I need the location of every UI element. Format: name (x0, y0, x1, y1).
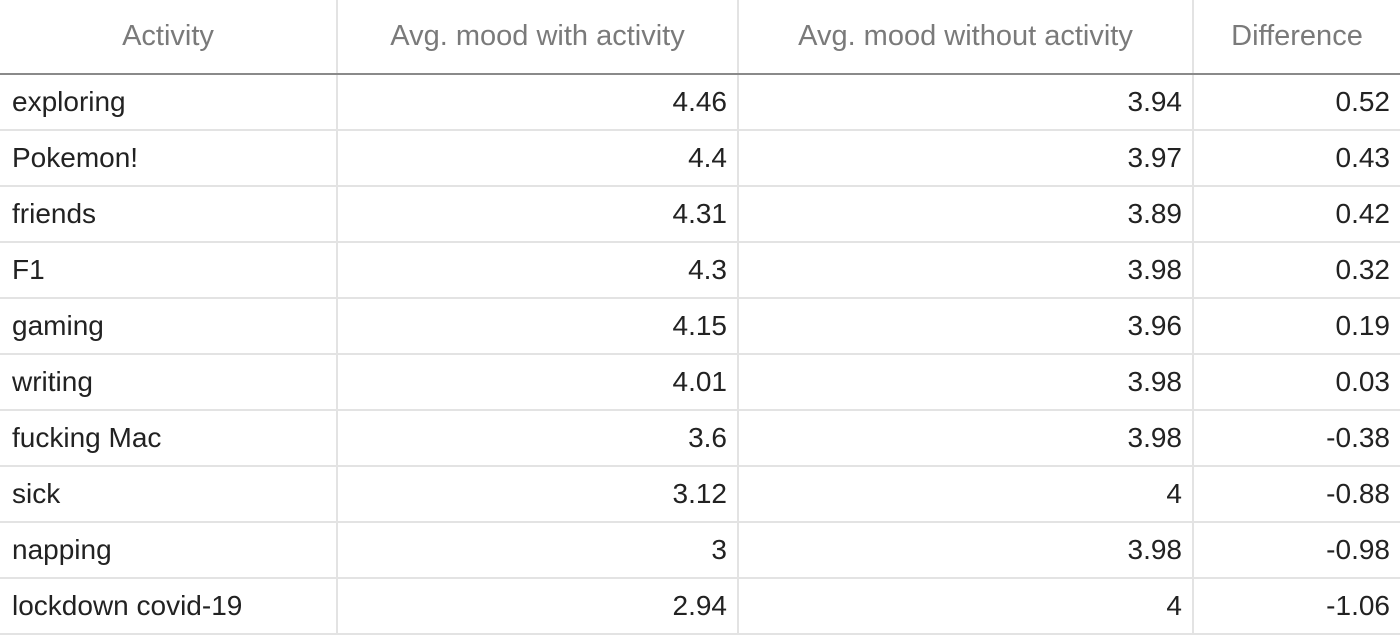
cell-mood-without: 3.98 (738, 410, 1194, 467)
table-row: exploring 4.46 3.94 0.52 (0, 74, 1400, 131)
table-row: Pokemon! 4.4 3.97 0.43 (0, 130, 1400, 187)
table-body: exploring 4.46 3.94 0.52 Pokemon! 4.4 3.… (0, 74, 1400, 635)
column-header-mood-without: Avg. mood without activity (738, 0, 1194, 75)
cell-difference: -1.06 (1193, 578, 1400, 635)
cell-difference: 0.03 (1193, 354, 1400, 411)
header-row: Activity Avg. mood with activity Avg. mo… (0, 0, 1400, 75)
cell-activity: exploring (0, 74, 338, 131)
column-header-mood-with: Avg. mood with activity (337, 0, 739, 75)
cell-mood-with: 4.31 (337, 186, 739, 243)
cell-mood-with: 3.12 (337, 466, 739, 523)
cell-activity: friends (0, 186, 338, 243)
cell-difference: 0.52 (1193, 74, 1400, 131)
cell-mood-with: 4.01 (337, 354, 739, 411)
cell-mood-with: 3 (337, 522, 739, 579)
cell-difference: 0.42 (1193, 186, 1400, 243)
cell-mood-with: 4.4 (337, 130, 739, 187)
table-row: napping 3 3.98 -0.98 (0, 522, 1400, 579)
cell-activity: gaming (0, 298, 338, 355)
table-row: fucking Mac 3.6 3.98 -0.38 (0, 410, 1400, 467)
column-header-difference: Difference (1193, 0, 1400, 75)
table-row: sick 3.12 4 -0.88 (0, 466, 1400, 523)
cell-mood-without: 4 (738, 578, 1194, 635)
cell-difference: 0.43 (1193, 130, 1400, 187)
cell-activity: sick (0, 466, 338, 523)
cell-activity: lockdown covid-19 (0, 578, 338, 635)
table-row: lockdown covid-19 2.94 4 -1.06 (0, 578, 1400, 635)
cell-difference: 0.32 (1193, 242, 1400, 299)
cell-difference: -0.38 (1193, 410, 1400, 467)
cell-difference: 0.19 (1193, 298, 1400, 355)
cell-mood-with: 3.6 (337, 410, 739, 467)
column-header-activity: Activity (0, 0, 338, 75)
cell-mood-without: 3.98 (738, 354, 1194, 411)
cell-mood-without: 3.98 (738, 522, 1194, 579)
cell-mood-without: 3.94 (738, 74, 1194, 131)
table-row: writing 4.01 3.98 0.03 (0, 354, 1400, 411)
cell-activity: fucking Mac (0, 410, 338, 467)
cell-mood-without: 3.96 (738, 298, 1194, 355)
cell-mood-without: 3.97 (738, 130, 1194, 187)
table-row: F1 4.3 3.98 0.32 (0, 242, 1400, 299)
cell-activity: writing (0, 354, 338, 411)
cell-mood-without: 4 (738, 466, 1194, 523)
table-row: friends 4.31 3.89 0.42 (0, 186, 1400, 243)
cell-activity: F1 (0, 242, 338, 299)
cell-mood-with: 4.3 (337, 242, 739, 299)
table-row: gaming 4.15 3.96 0.19 (0, 298, 1400, 355)
cell-mood-without: 3.89 (738, 186, 1194, 243)
cell-activity: napping (0, 522, 338, 579)
cell-mood-with: 4.46 (337, 74, 739, 131)
cell-mood-without: 3.98 (738, 242, 1194, 299)
cell-difference: -0.98 (1193, 522, 1400, 579)
cell-difference: -0.88 (1193, 466, 1400, 523)
cell-mood-with: 4.15 (337, 298, 739, 355)
cell-activity: Pokemon! (0, 130, 338, 187)
cell-mood-with: 2.94 (337, 578, 739, 635)
table-header: Activity Avg. mood with activity Avg. mo… (0, 0, 1400, 75)
